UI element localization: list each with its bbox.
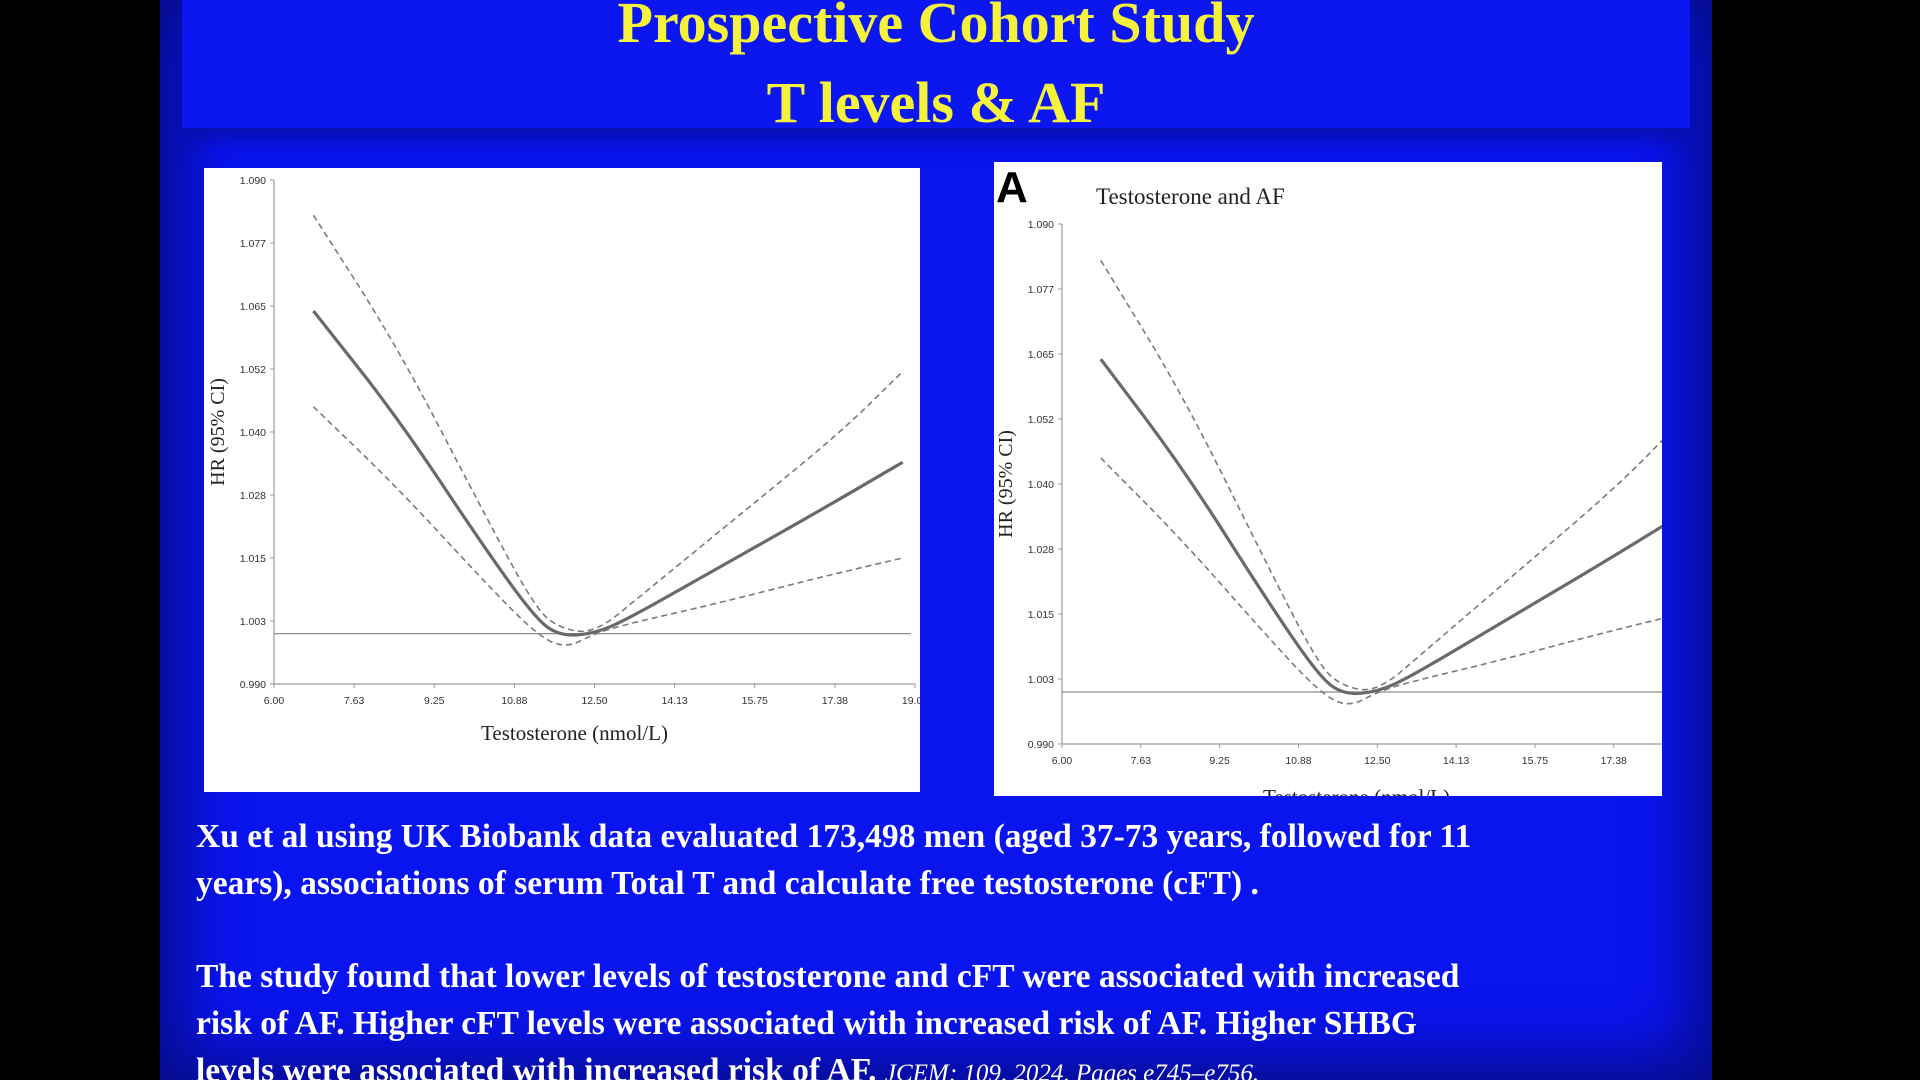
paragraph2-line2: risk of AF. Higher cFT levels were assoc… [196,1005,1417,1042]
paragraph1-line2: years), associations of serum Total T an… [196,865,1259,902]
x-tick-label: 10.88 [1285,755,1311,767]
y-tick-label: 1.077 [240,238,266,250]
chart-title: Testosterone and AF [1096,184,1285,209]
hr-estimate-curve [312,310,904,637]
y-tick-label: 1.077 [1028,284,1054,296]
x-tick-label: 17.38 [1601,755,1627,767]
y-tick-label: 1.003 [1028,674,1054,686]
paragraph2-line3: levels were associated with increased ri… [196,1047,1696,1080]
chart-panel-right: 0.990 1.003 1.015 1.028 1.040 1.052 1.065 1.077… [994,162,1662,796]
panel-letter: A [996,163,1028,212]
y-tick-label: 1.052 [1028,414,1054,426]
confidence-interval-curve [312,214,904,633]
x-axis-label: Testosterone (nmol/L) [1263,785,1450,796]
x-tick-label: 15.75 [742,695,768,707]
confidence-interval-curve [1100,457,1662,705]
y-tick-label: 1.015 [1028,609,1054,621]
y-tick-label: 1.065 [240,301,266,313]
slide-title-line2: T levels & AF [766,70,1106,135]
paragraph2-line1: The study found that lower levels of tes… [196,958,1460,995]
paragraph2-line3-text: levels were associated with increased ri… [196,1052,877,1080]
x-tick-label: 10.88 [501,695,527,707]
x-tick-label: 19.00 [902,695,920,707]
x-tick-label: 12.50 [1364,755,1390,767]
y-tick-label: 1.052 [240,364,266,376]
x-tick-label: 9.25 [1209,755,1230,767]
chart-panel-left: 0.990 1.003 1.015 1.028 1.040 1.052 1.065 1.077… [204,168,920,792]
title-band: Prospective Cohort Study T levels & AF [182,0,1690,132]
hr-estimate-curve [1099,358,1662,696]
x-tick-label: 7.63 [1131,755,1152,767]
y-tick-label: 1.090 [1028,219,1054,231]
y-tick-label: 1.015 [240,553,266,565]
slide: Prospective Cohort Study T levels & AF 0… [160,0,1712,1080]
y-axis-label: HR (95% CI) [995,430,1017,538]
y-tick-label: 1.040 [1028,479,1054,491]
y-tick-label: 1.090 [240,175,266,187]
y-tick-label: 0.990 [240,679,266,691]
x-tick-label: 14.13 [661,695,687,707]
paragraph1-line1: Xu et al using UK Biobank data evaluated… [196,818,1472,855]
slide-title-line1: Prospective Cohort Study [617,0,1255,55]
x-tick-label: 17.38 [822,695,848,707]
confidence-interval-curve [312,406,903,646]
x-axis-label: Testosterone (nmol/L) [481,721,668,745]
y-tick-label: 1.003 [240,616,266,628]
y-tick-label: 1.028 [1028,544,1054,556]
citation: JCEM; 109, 2024, Pages e745–e756. [884,1060,1260,1080]
hr-chart-left: 0.990 1.003 1.015 1.028 1.040 1.052 1.065 1.077… [207,175,920,745]
x-tick-label: 15.75 [1522,755,1548,767]
y-axis-label: HR (95% CI) [207,378,229,486]
x-tick-label: 14.13 [1443,755,1469,767]
x-tick-label: 6.00 [264,695,285,707]
y-tick-label: 1.028 [240,490,266,502]
y-tick-label: 0.990 [1028,739,1054,751]
x-tick-label: 6.00 [1052,755,1073,767]
x-tick-label: 9.25 [424,695,445,707]
y-tick-label: 1.040 [240,427,266,439]
y-tick-label: 1.065 [1028,349,1054,361]
hr-chart-right: 0.990 1.003 1.015 1.028 1.040 1.052 1.065 1.077… [995,163,1662,796]
x-tick-label: 7.63 [344,695,365,707]
x-tick-label: 12.50 [581,695,607,707]
